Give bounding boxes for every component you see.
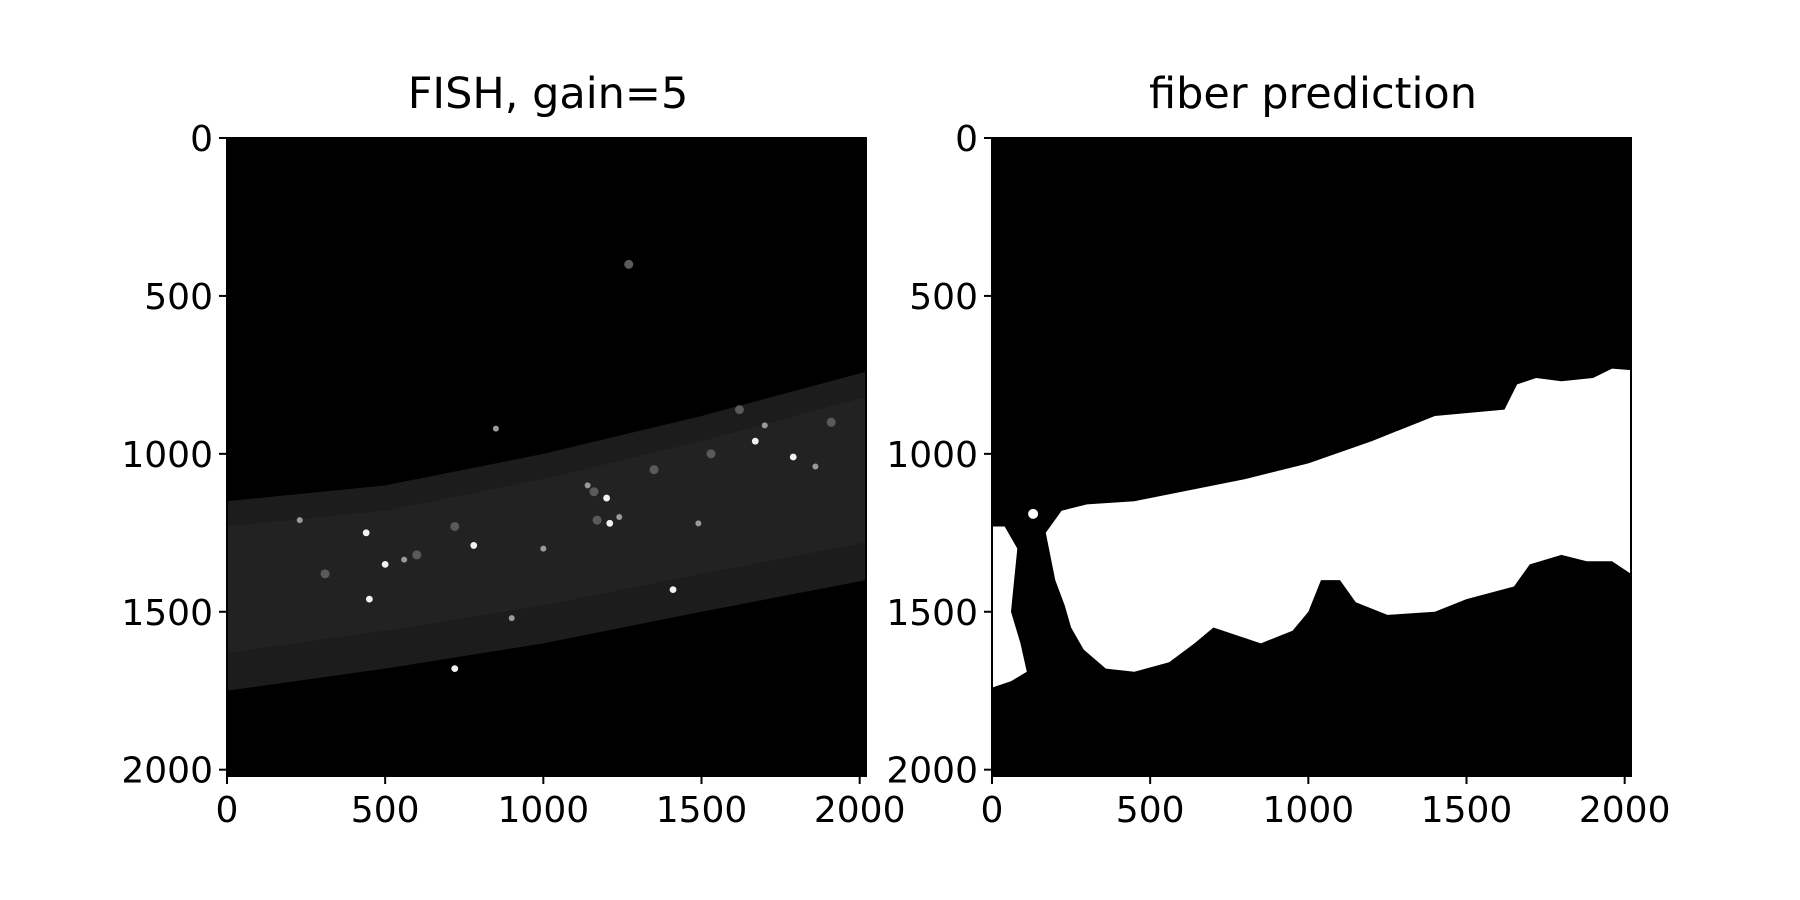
fish-spot: [470, 542, 478, 549]
fiber-prediction-panel: fiber prediction 0 500 1000 1500 2000 0 500 10…: [886, 69, 1670, 831]
x-tick-label: 1500: [1421, 790, 1513, 831]
fish-spot: [751, 437, 759, 445]
fiber-mask-dot: [1028, 508, 1039, 519]
fish-spot: [789, 453, 797, 461]
fish-spot: [695, 520, 702, 527]
fish-spot: [589, 487, 599, 497]
fish-spot: [450, 521, 460, 531]
fish-y-axis: 0 500 1000 1500 2000: [121, 119, 227, 792]
x-tick-label: 2000: [814, 790, 906, 831]
x-tick-label: 2000: [1579, 790, 1671, 831]
fiber-y-axis: 0 500 1000 1500 2000: [886, 119, 992, 792]
fish-spot: [616, 514, 623, 521]
y-tick-label: 0: [955, 119, 978, 160]
fiber-prediction-image: [992, 138, 1631, 776]
fiber-mask-left: [992, 526, 1027, 688]
fish-spot: [412, 550, 422, 560]
fish-axes-frame: [226, 137, 867, 777]
y-tick-label: 500: [144, 277, 213, 318]
fish-spot: [603, 494, 611, 502]
fiber-panel-title: fiber prediction: [1149, 69, 1477, 119]
fish-spot: [540, 545, 547, 552]
x-tick-label: 0: [216, 790, 239, 831]
fish-spot: [451, 665, 459, 673]
x-tick-label: 1000: [498, 790, 590, 831]
fish-spot: [492, 425, 499, 432]
fish-spot: [706, 449, 716, 459]
x-tick-label: 500: [1116, 790, 1185, 831]
fish-spot: [734, 405, 744, 415]
fish-image-panel: FISH, gain=5 0 500 1000 1500 2000 0 500 1000 15…: [121, 69, 905, 831]
fish-spot: [508, 615, 515, 622]
fish-spot: [826, 417, 836, 427]
y-tick-label: 500: [909, 277, 978, 318]
fish-spot: [606, 519, 614, 527]
fish-panel-title: FISH, gain=5: [408, 69, 689, 119]
fiber-core-glow: [227, 396, 866, 653]
fiber-mask-main: [1045, 368, 1631, 672]
y-tick-label: 2000: [886, 751, 978, 792]
x-tick-label: 500: [351, 790, 420, 831]
fish-spot: [365, 595, 373, 603]
y-tick-label: 1000: [121, 435, 213, 476]
x-tick-label: 1000: [1263, 790, 1355, 831]
fish-spot: [592, 515, 602, 525]
fiber-x-axis: 0 500 1000 1500 2000: [981, 776, 1671, 831]
y-tick-label: 0: [190, 119, 213, 160]
y-tick-label: 1000: [886, 435, 978, 476]
fish-spot: [649, 465, 659, 475]
fish-spot: [669, 586, 677, 594]
fish-spot: [381, 560, 389, 568]
fish-spot: [296, 517, 303, 524]
fish-spot: [584, 482, 591, 489]
fish-spot: [362, 529, 370, 537]
fish-spot: [624, 259, 634, 269]
y-tick-label: 1500: [121, 593, 213, 634]
y-tick-label: 2000: [121, 751, 213, 792]
y-tick-label: 1500: [886, 593, 978, 634]
fish-spot: [812, 463, 819, 470]
x-tick-label: 1500: [656, 790, 748, 831]
fish-x-axis: 0 500 1000 1500 2000: [216, 776, 906, 831]
fish-spot: [320, 569, 330, 579]
fiber-axes-frame: [991, 137, 1632, 777]
fish-image: [227, 138, 866, 776]
fish-spot: [401, 556, 408, 563]
fish-spot: [761, 422, 768, 429]
x-tick-label: 0: [981, 790, 1004, 831]
